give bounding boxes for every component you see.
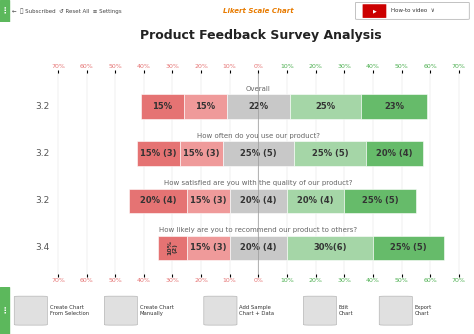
Bar bbox=[180, 141, 222, 166]
Text: Overall: Overall bbox=[246, 86, 271, 92]
Bar bbox=[137, 141, 180, 166]
Text: 22%: 22% bbox=[248, 102, 268, 111]
Text: 3.2: 3.2 bbox=[35, 196, 49, 205]
Text: 20% (4): 20% (4) bbox=[297, 196, 334, 205]
Bar bbox=[158, 236, 187, 260]
Text: 25% (5): 25% (5) bbox=[391, 243, 427, 253]
Text: How satisfied are you with the quality of our product?: How satisfied are you with the quality o… bbox=[164, 180, 353, 186]
Bar bbox=[230, 188, 287, 213]
Text: 15% (3): 15% (3) bbox=[190, 243, 227, 253]
Text: Add Sample
Chart + Data: Add Sample Chart + Data bbox=[239, 305, 274, 316]
FancyBboxPatch shape bbox=[303, 296, 337, 325]
FancyBboxPatch shape bbox=[204, 296, 237, 325]
Bar bbox=[129, 188, 187, 213]
Bar bbox=[141, 94, 184, 119]
Text: 20% (4): 20% (4) bbox=[376, 149, 412, 158]
Text: 23%: 23% bbox=[384, 102, 404, 111]
Text: Export
Chart: Export Chart bbox=[415, 305, 432, 316]
Bar bbox=[287, 188, 344, 213]
FancyBboxPatch shape bbox=[356, 2, 469, 19]
Bar bbox=[290, 94, 361, 119]
Text: ⋮: ⋮ bbox=[0, 306, 9, 315]
FancyBboxPatch shape bbox=[363, 4, 386, 18]
Text: 15%: 15% bbox=[195, 102, 215, 111]
Text: 20% (4): 20% (4) bbox=[240, 196, 277, 205]
FancyBboxPatch shape bbox=[104, 296, 137, 325]
Text: Create Chart
From Selection: Create Chart From Selection bbox=[50, 305, 89, 316]
Text: Product Feedback Survey Analysis: Product Feedback Survey Analysis bbox=[140, 29, 382, 41]
Text: 15% (3): 15% (3) bbox=[140, 149, 176, 158]
Bar bbox=[230, 236, 287, 260]
Bar bbox=[184, 94, 227, 119]
Bar bbox=[366, 141, 423, 166]
Text: 15% (3): 15% (3) bbox=[183, 149, 219, 158]
Text: ▶: ▶ bbox=[373, 8, 377, 13]
Bar bbox=[187, 236, 230, 260]
Text: Likert Scale Chart: Likert Scale Chart bbox=[223, 8, 293, 14]
Text: 3.4: 3.4 bbox=[35, 243, 49, 253]
Text: 25% (5): 25% (5) bbox=[362, 196, 398, 205]
Bar bbox=[222, 141, 294, 166]
Text: Edit
Chart: Edit Chart bbox=[339, 305, 354, 316]
Text: 25% (5): 25% (5) bbox=[311, 149, 348, 158]
Text: 10%
(2): 10% (2) bbox=[167, 240, 178, 256]
Text: 3.2: 3.2 bbox=[35, 102, 49, 111]
Text: ←  ⓢ Subscribed  ↺ Reset All  ≡ Settings: ← ⓢ Subscribed ↺ Reset All ≡ Settings bbox=[12, 8, 121, 14]
FancyBboxPatch shape bbox=[14, 296, 47, 325]
Bar bbox=[373, 236, 445, 260]
Text: 3.2: 3.2 bbox=[35, 149, 49, 158]
Bar bbox=[287, 236, 373, 260]
Text: 15% (3): 15% (3) bbox=[190, 196, 227, 205]
Text: 25% (5): 25% (5) bbox=[240, 149, 277, 158]
Text: How-to video  ∨: How-to video ∨ bbox=[391, 8, 435, 13]
Text: How often do you use our product?: How often do you use our product? bbox=[197, 133, 320, 139]
Bar bbox=[294, 141, 366, 166]
Text: How likely are you to recommend our product to others?: How likely are you to recommend our prod… bbox=[159, 227, 357, 233]
Text: 30%(6): 30%(6) bbox=[313, 243, 346, 253]
Bar bbox=[0, 287, 9, 334]
Bar bbox=[227, 94, 290, 119]
Text: 20% (4): 20% (4) bbox=[140, 196, 176, 205]
Text: 15%: 15% bbox=[152, 102, 173, 111]
Text: Create Chart
Manually: Create Chart Manually bbox=[140, 305, 173, 316]
Text: 20% (4): 20% (4) bbox=[240, 243, 277, 253]
Bar bbox=[361, 94, 427, 119]
Bar bbox=[344, 188, 416, 213]
Bar bbox=[0, 0, 9, 22]
FancyBboxPatch shape bbox=[379, 296, 412, 325]
Text: ⋮: ⋮ bbox=[0, 6, 9, 15]
Text: 25%: 25% bbox=[316, 102, 336, 111]
Bar bbox=[187, 188, 230, 213]
